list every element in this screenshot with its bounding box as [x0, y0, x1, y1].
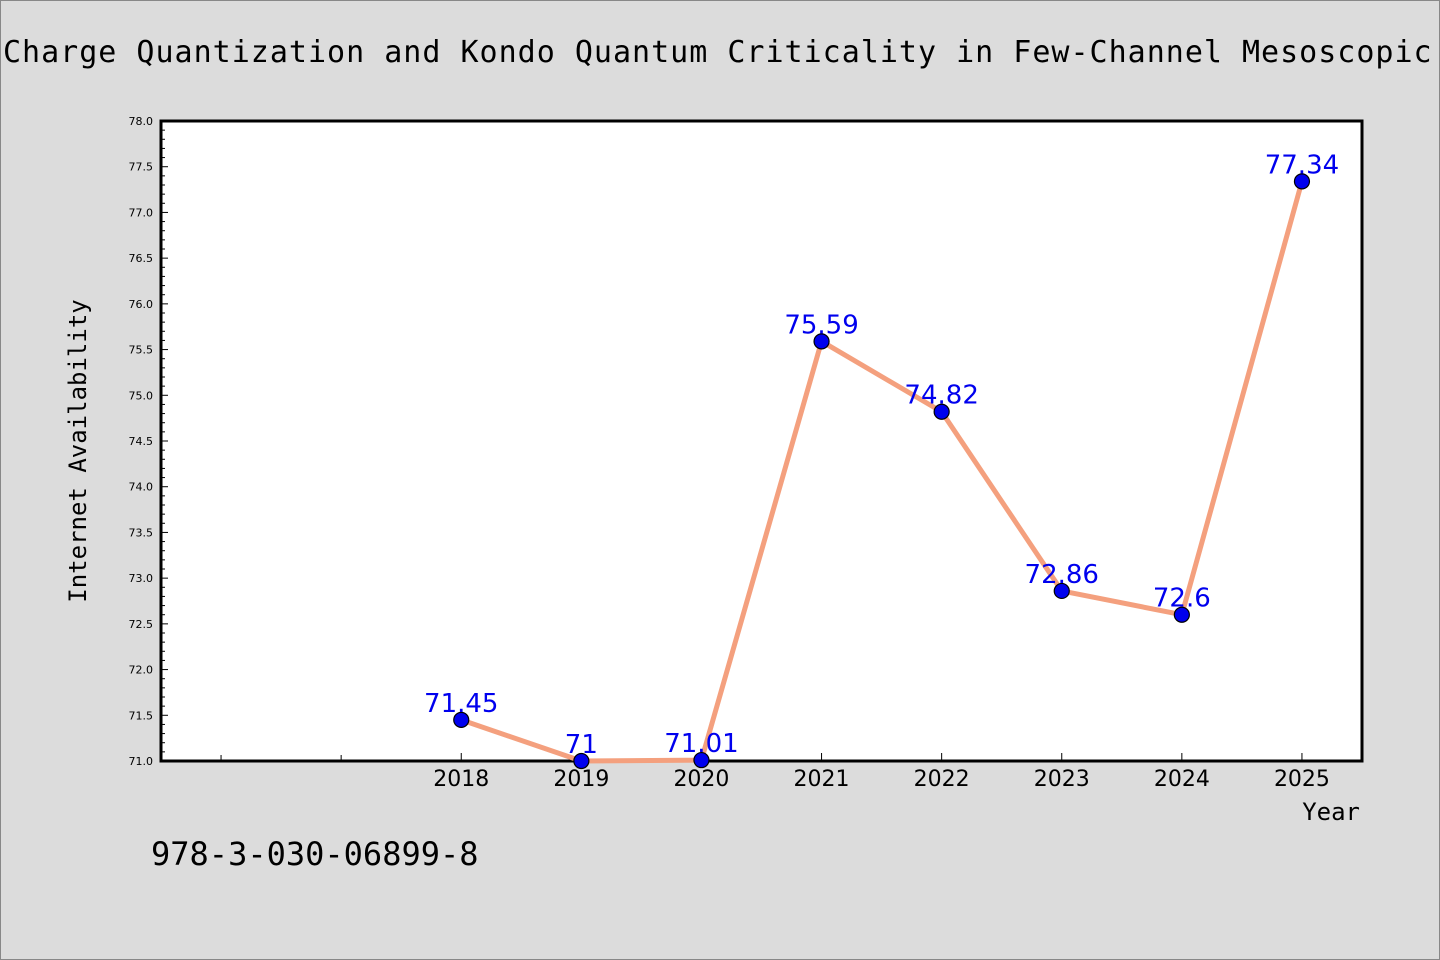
data-point [693, 751, 710, 769]
x-tick-label: 2022 [914, 767, 970, 792]
data-label: 71.01 [664, 729, 738, 759]
data-point [1293, 173, 1311, 190]
y-axis: 71.0 71.5 72.0 72.5 73.0 73.5 74.0 74.5 75.0 75.5… [129, 115, 168, 768]
series-layer: 71.45 71 71.01 75.59 74.82 72.86 72.6 77.34 [424, 150, 1339, 770]
data-point [1173, 606, 1190, 623]
y-tick-label: 72.5 [129, 618, 154, 631]
y-tick-label: 76.5 [129, 252, 154, 265]
x-axis: 2018 2019 2020 2021 2022 2023 2024 2025 [220, 753, 1330, 792]
y-tick-label: 73.0 [129, 572, 154, 585]
y-tick-label: 78.0 [129, 115, 154, 128]
data-label: 71 [565, 730, 598, 760]
x-tick-label: 2019 [553, 767, 609, 792]
y-tick-label: 77.0 [129, 206, 154, 219]
y-tick-label: 75.0 [129, 389, 154, 402]
x-tick-label: 2020 [673, 767, 729, 792]
x-tick-label: 2023 [1034, 767, 1090, 792]
y-tick-label: 75.5 [129, 344, 154, 357]
data-label: 72.6 [1153, 584, 1211, 614]
y-tick-label: 76.0 [129, 298, 154, 311]
y-tick-label: 71.0 [129, 755, 154, 768]
series-line [458, 178, 1305, 764]
data-point [573, 752, 590, 770]
data-label: 74.82 [904, 381, 978, 411]
y-tick-label: 77.5 [129, 161, 154, 174]
isbn-label: 978-3-030-06899-8 [151, 835, 479, 873]
data-point [933, 403, 950, 420]
data-label: 75.59 [784, 310, 858, 340]
data-label: 77.34 [1265, 150, 1339, 180]
x-tick-label: 2025 [1274, 767, 1330, 792]
x-axis-title: Year [1302, 798, 1360, 826]
y-tick-label: 71.5 [129, 709, 154, 722]
y-tick-label: 72.0 [129, 664, 154, 677]
y-tick-label: 74.0 [129, 481, 154, 494]
y-tick-label: 73.5 [129, 526, 154, 539]
chart-title: Charge Quantization and Kondo Quantum Cr… [3, 35, 1440, 70]
data-point [1053, 582, 1070, 600]
data-label: 71.45 [424, 689, 498, 719]
y-axis-title: Internet Availability [64, 299, 92, 602]
plot-area [159, 119, 1364, 763]
x-tick-label: 2021 [794, 767, 850, 792]
data-point [813, 333, 830, 350]
x-tick-label: 2024 [1154, 767, 1210, 792]
data-label: 72.86 [1025, 560, 1099, 590]
data-point [453, 711, 470, 728]
y-tick-label: 74.5 [129, 435, 154, 448]
x-tick-label: 2018 [433, 767, 489, 792]
